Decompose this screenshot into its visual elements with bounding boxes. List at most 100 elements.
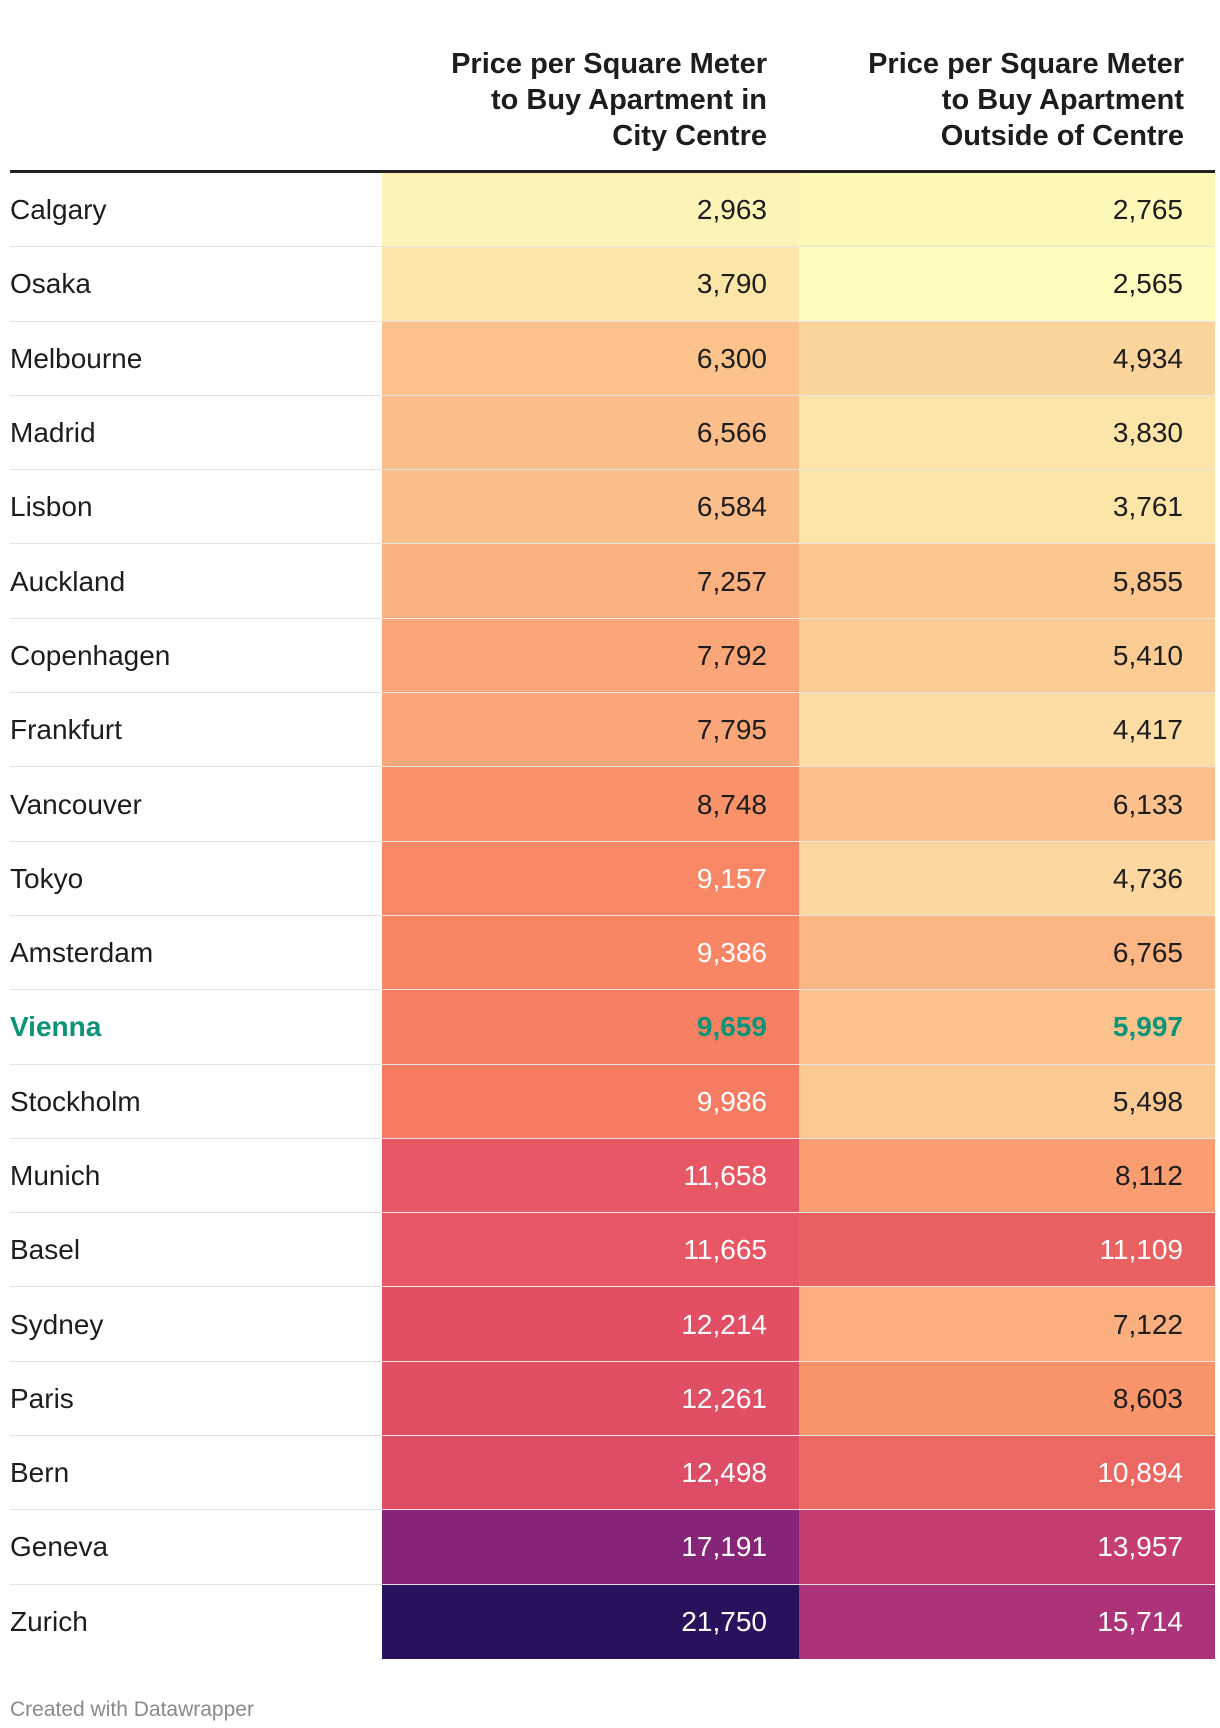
row-city-label: Tokyo bbox=[10, 862, 84, 894]
table-row: 9,659 5,997 Vienna bbox=[10, 990, 1215, 1065]
cell-city-centre-price: 7,257 bbox=[382, 544, 799, 619]
cell-city-centre-price: 12,214 bbox=[382, 1287, 799, 1362]
row-divider bbox=[10, 1286, 1215, 1288]
cell-outside-centre-price: 2,565 bbox=[799, 247, 1215, 322]
table-row: 9,386 6,765 Amsterdam bbox=[10, 915, 1215, 991]
row-divider bbox=[10, 766, 1215, 768]
row-city-label: Geneva bbox=[10, 1531, 109, 1563]
cell-city-centre-price: 9,986 bbox=[382, 1064, 799, 1139]
table-row: 12,214 7,122 Sydney bbox=[10, 1287, 1215, 1362]
row-city-label: Calgary bbox=[10, 194, 107, 226]
table-row: 9,986 5,498 Stockholm bbox=[10, 1064, 1215, 1139]
cell-city-centre-price: 6,584 bbox=[382, 470, 799, 545]
cell-outside-centre-price: 15,714 bbox=[799, 1584, 1215, 1659]
row-city-label: Lisbon bbox=[10, 491, 93, 523]
row-divider bbox=[10, 246, 1215, 248]
row-divider bbox=[10, 1212, 1215, 1214]
row-divider bbox=[10, 692, 1215, 694]
cell-outside-centre-price: 5,498 bbox=[799, 1064, 1215, 1139]
cell-outside-centre-price: 6,133 bbox=[799, 767, 1215, 842]
row-city-label: Basel bbox=[10, 1234, 81, 1266]
cell-city-centre-price: 6,300 bbox=[382, 321, 799, 396]
cell-city-centre-price: 11,665 bbox=[382, 1213, 799, 1288]
row-divider bbox=[10, 469, 1215, 471]
row-city-label: Vienna bbox=[10, 1011, 102, 1043]
table-row: 7,792 5,410 Copenhagen bbox=[10, 618, 1215, 694]
row-city-label: Osaka bbox=[10, 268, 91, 300]
cell-city-centre-price: 11,658 bbox=[382, 1138, 799, 1214]
cell-outside-centre-price: 8,603 bbox=[799, 1361, 1215, 1437]
row-city-label: Sydney bbox=[10, 1308, 104, 1340]
row-divider bbox=[10, 989, 1215, 991]
cell-outside-centre-price: 4,417 bbox=[799, 693, 1215, 768]
cell-outside-centre-price: 10,894 bbox=[799, 1436, 1215, 1511]
table-row: 8,748 6,133 Vancouver bbox=[10, 767, 1215, 842]
table-row: 6,584 3,761 Lisbon bbox=[10, 470, 1215, 545]
row-divider bbox=[10, 543, 1215, 545]
cell-outside-centre-price: 6,765 bbox=[799, 915, 1215, 991]
cell-city-centre-price: 3,790 bbox=[382, 247, 799, 322]
cell-outside-centre-price: 4,934 bbox=[799, 321, 1215, 396]
cell-outside-centre-price: 5,855 bbox=[799, 544, 1215, 619]
column-header-city-centre[interactable]: Price per Square Meter to Buy Apartment … bbox=[451, 48, 767, 152]
cell-city-centre-price: 12,261 bbox=[382, 1361, 799, 1437]
table-row: 6,566 3,830 Madrid bbox=[10, 395, 1215, 471]
row-city-label: Stockholm bbox=[10, 1085, 141, 1117]
cell-outside-centre-price: 8,112 bbox=[799, 1138, 1215, 1214]
row-divider bbox=[10, 1435, 1215, 1437]
table-header: Price per Square Meter to Buy Apartment … bbox=[10, 40, 1215, 173]
cell-outside-centre-price: 3,761 bbox=[799, 470, 1215, 545]
row-divider bbox=[10, 320, 1215, 322]
row-city-label: Auckland bbox=[10, 565, 126, 597]
cell-outside-centre-price: 2,765 bbox=[799, 173, 1215, 248]
header-rule bbox=[10, 170, 1215, 173]
table-row: 12,261 8,603 Paris bbox=[10, 1361, 1215, 1437]
cell-outside-centre-price: 4,736 bbox=[799, 841, 1215, 916]
row-city-label: Amsterdam bbox=[10, 937, 154, 969]
cell-city-centre-price: 7,792 bbox=[382, 618, 799, 694]
table-row: 9,157 4,736 Tokyo bbox=[10, 841, 1215, 916]
table-row: 7,257 5,855 Auckland bbox=[10, 544, 1215, 619]
row-city-label: Copenhagen bbox=[10, 639, 171, 671]
row-city-label: Paris bbox=[10, 1382, 74, 1414]
table-row: 11,658 8,112 Munich bbox=[10, 1138, 1215, 1214]
footer-credit[interactable]: Created with Datawrapper bbox=[10, 1698, 254, 1721]
cell-city-centre-price: 9,157 bbox=[382, 841, 799, 916]
row-city-label: Bern bbox=[10, 1457, 70, 1489]
row-city-label: Munich bbox=[10, 1160, 101, 1191]
row-divider bbox=[10, 394, 1215, 396]
data-table: Price per Square Meter to Buy Apartment … bbox=[10, 40, 1215, 1659]
row-divider bbox=[10, 1063, 1215, 1065]
row-city-label: Vancouver bbox=[10, 788, 142, 820]
row-divider bbox=[10, 1509, 1215, 1511]
row-city-label: Frankfurt bbox=[10, 714, 123, 746]
cell-city-centre-price: 8,748 bbox=[382, 767, 799, 842]
table-row: 2,963 2,765 Calgary bbox=[10, 173, 1215, 248]
cell-city-centre-price: 17,191 bbox=[382, 1510, 799, 1585]
cell-city-centre-price: 9,659 bbox=[382, 990, 799, 1065]
cell-city-centre-price: 7,795 bbox=[382, 693, 799, 768]
table-row: 12,498 10,894 Bern bbox=[10, 1436, 1215, 1511]
row-divider bbox=[10, 1583, 1215, 1585]
row-city-label: Melbourne bbox=[10, 342, 143, 374]
table-row: 17,191 13,957 Geneva bbox=[10, 1510, 1215, 1585]
cell-city-centre-price: 12,498 bbox=[382, 1436, 799, 1511]
table-row: 3,790 2,565 Osaka bbox=[10, 247, 1215, 322]
cell-city-centre-price: 9,386 bbox=[382, 915, 799, 991]
cell-city-centre-price: 6,566 bbox=[382, 395, 799, 471]
table-body: 2,963 2,765 Calgary 3,790 2,565 Osaka 6,300 4,9… bbox=[10, 173, 1215, 1659]
column-header-outside-centre[interactable]: Price per Square Meter to Buy Apartment … bbox=[868, 48, 1184, 152]
cell-outside-centre-price: 13,957 bbox=[799, 1510, 1215, 1585]
cell-outside-centre-price: 7,122 bbox=[799, 1287, 1215, 1362]
cell-outside-centre-price: 5,410 bbox=[799, 618, 1215, 694]
cell-outside-centre-price: 11,109 bbox=[799, 1213, 1215, 1288]
cell-outside-centre-price: 5,997 bbox=[799, 990, 1215, 1065]
cell-city-centre-price: 2,963 bbox=[382, 173, 799, 248]
row-city-label: Zurich bbox=[10, 1605, 88, 1637]
table-row: 21,750 15,714 Zurich bbox=[10, 1584, 1215, 1659]
cell-city-centre-price: 21,750 bbox=[382, 1584, 799, 1659]
row-divider bbox=[10, 1360, 1215, 1362]
row-divider bbox=[10, 840, 1215, 842]
row-divider bbox=[10, 1137, 1215, 1139]
table-row: 6,300 4,934 Melbourne bbox=[10, 321, 1215, 396]
